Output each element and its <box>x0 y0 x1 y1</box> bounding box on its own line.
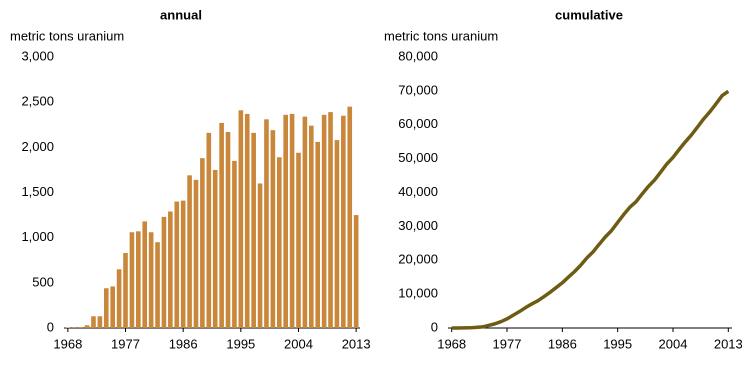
x-tick-label: 1977 <box>111 336 140 351</box>
bar <box>110 286 115 328</box>
y-tick-label: 500 <box>32 274 54 289</box>
x-tick-label: 2013 <box>714 336 743 351</box>
x-tick-label: 1977 <box>493 336 522 351</box>
y-tick-label: 60,000 <box>398 116 438 131</box>
bar <box>103 288 109 328</box>
bar <box>180 200 186 328</box>
chart-title: annual <box>160 7 202 22</box>
bar <box>264 119 269 328</box>
bar <box>353 215 359 328</box>
bar <box>161 216 167 328</box>
bar <box>238 110 244 329</box>
x-tick-label: 1995 <box>226 336 255 351</box>
line <box>451 89 730 330</box>
bar <box>309 125 314 328</box>
bar <box>71 327 77 328</box>
bar <box>315 141 321 328</box>
bar <box>232 160 237 328</box>
y-tick-label: 20,000 <box>398 252 438 267</box>
bar <box>142 221 148 328</box>
bar <box>302 116 308 329</box>
bar <box>289 113 295 328</box>
bar <box>148 232 154 328</box>
y-tick-label: 0 <box>47 319 54 334</box>
x-tick-label: 2004 <box>284 336 313 351</box>
y-tick-label: 10,000 <box>398 286 438 301</box>
y-tick-label: 50,000 <box>398 150 438 165</box>
y-tick-label: 2,000 <box>21 139 54 154</box>
x-tick-label: 1995 <box>603 336 632 351</box>
bar <box>296 152 301 328</box>
x-tick-label: 1986 <box>548 336 577 351</box>
bar <box>251 132 256 328</box>
y-tick-label: 2,500 <box>21 94 54 109</box>
x-tick-label: 1986 <box>169 336 198 351</box>
bar <box>321 114 327 329</box>
x-tick-label: 1968 <box>437 336 466 351</box>
bar <box>341 115 346 328</box>
y-tick-label: 70,000 <box>398 82 438 97</box>
bar <box>257 183 263 328</box>
bar <box>174 201 180 328</box>
y-tick-label: 0 <box>431 319 438 334</box>
y-tick-label: 80,000 <box>398 48 438 63</box>
bar <box>129 232 135 328</box>
bar <box>91 316 96 328</box>
y-axis-label: metric tons uranium <box>384 28 498 43</box>
bar <box>168 211 173 328</box>
bar <box>270 130 276 328</box>
y-axis-label: metric tons uranium <box>10 28 124 43</box>
bar <box>136 231 141 328</box>
x-tick-label: 2004 <box>659 336 688 351</box>
bar <box>187 175 192 328</box>
bar <box>193 179 199 328</box>
bar <box>123 253 128 328</box>
bar <box>283 114 288 329</box>
y-tick-label: 30,000 <box>398 218 438 233</box>
bar <box>276 157 282 328</box>
bar <box>206 132 212 328</box>
bar <box>334 140 340 328</box>
bar <box>84 325 90 328</box>
y-tick-label: 1,500 <box>21 184 54 199</box>
bar <box>78 327 83 328</box>
y-tick-label: 3,000 <box>21 48 54 63</box>
bar <box>116 269 122 328</box>
y-tick-label: 40,000 <box>398 184 438 199</box>
bar <box>200 158 205 328</box>
chart-title: cumulative <box>555 7 623 22</box>
bar <box>212 169 218 328</box>
bar <box>328 112 333 328</box>
bar <box>244 113 250 328</box>
bar <box>97 316 103 328</box>
y-tick-label: 1,000 <box>21 229 54 244</box>
x-tick-label: 1968 <box>53 336 82 351</box>
bar <box>219 122 224 329</box>
bar <box>155 242 160 328</box>
bar <box>347 106 353 328</box>
bar <box>225 131 231 328</box>
x-tick-label: 2013 <box>342 336 371 351</box>
